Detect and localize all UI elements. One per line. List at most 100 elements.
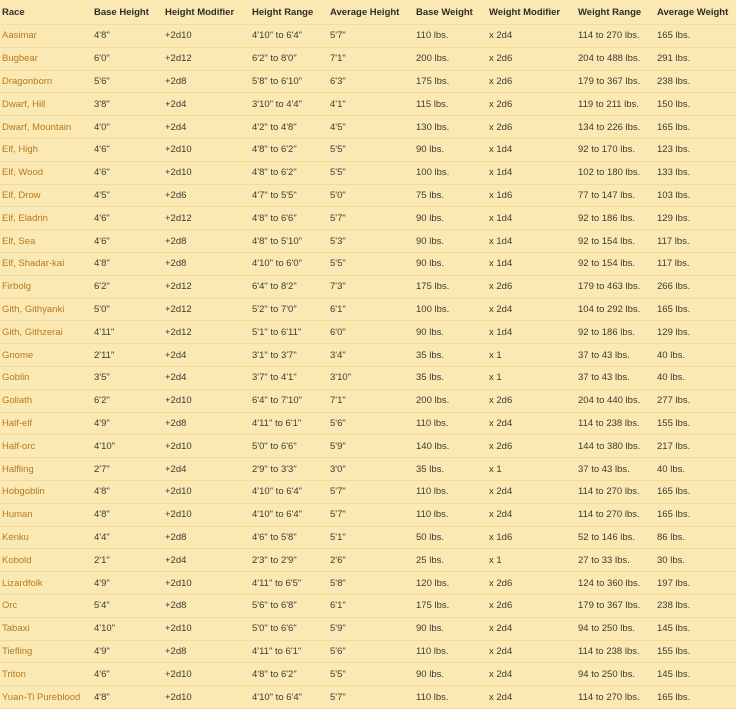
table-cell: x 2d6	[487, 70, 576, 94]
table-cell: 6'2"	[92, 389, 163, 413]
table-cell: 2'1"	[92, 548, 163, 573]
table-cell: 204 to 488 lbs.	[576, 47, 655, 71]
table-cell: 204 to 440 lbs.	[576, 389, 655, 413]
table-cell: 4'8"	[92, 685, 163, 709]
column-header: Base Height	[92, 0, 163, 25]
race-link[interactable]: Lizardfolk	[0, 571, 92, 595]
table-cell: x 1d4	[487, 161, 576, 185]
table-row: Gnome 2'11" +2d4 3'1" to 3'7" 3'4" 35 lbs. x 1…	[0, 343, 736, 367]
table-cell: 94 to 250 lbs.	[576, 617, 655, 641]
table-row: Dwarf, Hill 3'8" +2d4 3'10" to 4'4" 4'1" 115 …	[0, 92, 736, 117]
race-link[interactable]: Goblin	[0, 366, 92, 390]
race-link[interactable]: Gnome	[0, 343, 92, 367]
table-cell: 4'1"	[328, 92, 414, 117]
table-cell: 197 lbs.	[655, 571, 736, 595]
table-row: Elf, High 4'6" +2d10 4'8" to 6'2" 5'5" 90 lbs…	[0, 138, 736, 162]
race-link[interactable]: Kenku	[0, 526, 92, 550]
race-link[interactable]: Aasimar	[0, 24, 92, 48]
table-row: Firbolg 6'2" +2d12 6'4" to 8'2" 7'3" 175 lbs.…	[0, 275, 736, 299]
table-cell: 200 lbs.	[414, 389, 487, 413]
table-cell: +2d4	[163, 457, 250, 481]
table-cell: x 2d4	[487, 412, 576, 436]
table-cell: +2d12	[163, 47, 250, 71]
table-cell: 92 to 186 lbs.	[576, 206, 655, 231]
race-link[interactable]: Elf, Eladrin	[0, 206, 92, 231]
race-link[interactable]: Elf, Sea	[0, 229, 92, 253]
table-cell: 2'7"	[92, 457, 163, 481]
race-link[interactable]: Halfling	[0, 457, 92, 481]
table-cell: 40 lbs.	[655, 343, 736, 367]
table-row: Bugbear 6'0" +2d12 6'2" to 8'0" 7'1" 200 lbs.…	[0, 47, 736, 71]
race-link[interactable]: Half-elf	[0, 412, 92, 436]
table-cell: 4'6"	[92, 161, 163, 185]
table-cell: +2d4	[163, 92, 250, 117]
table-row: Elf, Drow 4'5" +2d6 4'7" to 5'5" 5'0" 75 lbs.…	[0, 184, 736, 208]
table-cell: 90 lbs.	[414, 252, 487, 276]
table-cell: 165 lbs.	[655, 298, 736, 322]
race-link[interactable]: Goliath	[0, 389, 92, 413]
table-row: Triton 4'6" +2d10 4'8" to 6'2" 5'5" 90 lbs. x …	[0, 662, 736, 687]
table-cell: +2d10	[163, 138, 250, 162]
table-cell: 114 to 270 lbs.	[576, 503, 655, 527]
table-cell: +2d4	[163, 115, 250, 139]
race-link[interactable]: Tiefling	[0, 640, 92, 664]
table-body: Aasimar 4'8" +2d10 4'10" to 6'4" 5'7" 110 lbs…	[0, 24, 736, 709]
table-cell: 4'9"	[92, 412, 163, 436]
race-link[interactable]: Elf, Shadar-kai	[0, 252, 92, 276]
table-cell: 2'6"	[328, 548, 414, 573]
table-cell: +2d8	[163, 640, 250, 664]
table-cell: 4'8"	[92, 480, 163, 504]
column-header: Height Range	[250, 0, 328, 25]
table-cell: 35 lbs.	[414, 366, 487, 390]
table-cell: +2d10	[163, 617, 250, 641]
race-link[interactable]: Half-orc	[0, 434, 92, 459]
table-cell: 40 lbs.	[655, 366, 736, 390]
race-link[interactable]: Firbolg	[0, 275, 92, 299]
table-cell: 50 lbs.	[414, 526, 487, 550]
table-cell: 35 lbs.	[414, 457, 487, 481]
race-link[interactable]: Dwarf, Mountain	[0, 115, 92, 139]
table-cell: x 1	[487, 343, 576, 367]
race-link[interactable]: Human	[0, 503, 92, 527]
race-link[interactable]: Gith, Githzerai	[0, 320, 92, 345]
race-link[interactable]: Elf, Wood	[0, 161, 92, 185]
table-cell: x 2d4	[487, 298, 576, 322]
table-cell: 6'0"	[92, 47, 163, 71]
table-cell: 3'4"	[328, 343, 414, 367]
column-header: Weight Range	[576, 0, 655, 25]
race-link[interactable]: Triton	[0, 662, 92, 687]
table-cell: 150 lbs.	[655, 92, 736, 117]
table-cell: 117 lbs.	[655, 229, 736, 253]
table-cell: x 2d4	[487, 617, 576, 641]
table-cell: 92 to 154 lbs.	[576, 252, 655, 276]
table-cell: 52 to 146 lbs.	[576, 526, 655, 550]
race-link[interactable]: Elf, Drow	[0, 184, 92, 208]
table-cell: 5'0" to 6'6"	[250, 617, 328, 641]
table-cell: 4'4"	[92, 526, 163, 550]
table-cell: 92 to 170 lbs.	[576, 138, 655, 162]
table-cell: 3'10"	[328, 366, 414, 390]
race-link[interactable]: Gith, Githyanki	[0, 298, 92, 322]
table-cell: +2d10	[163, 161, 250, 185]
table-cell: 129 lbs.	[655, 320, 736, 345]
race-link[interactable]: Tabaxi	[0, 617, 92, 641]
table-cell: 92 to 186 lbs.	[576, 320, 655, 345]
table-cell: 179 to 463 lbs.	[576, 275, 655, 299]
table-cell: x 2d6	[487, 92, 576, 117]
table-cell: x 1d6	[487, 526, 576, 550]
race-link[interactable]: Bugbear	[0, 47, 92, 71]
table-cell: 5'5"	[328, 161, 414, 185]
race-link[interactable]: Dwarf, Hill	[0, 92, 92, 117]
table-cell: 4'9"	[92, 640, 163, 664]
table-cell: +2d8	[163, 526, 250, 550]
race-link[interactable]: Hobgoblin	[0, 480, 92, 504]
table-cell: 3'0"	[328, 457, 414, 481]
race-link[interactable]: Kobold	[0, 548, 92, 573]
table-cell: 200 lbs.	[414, 47, 487, 71]
race-link[interactable]: Orc	[0, 594, 92, 618]
race-link[interactable]: Dragonborn	[0, 70, 92, 94]
race-link[interactable]: Elf, High	[0, 138, 92, 162]
table-row: Halfling 2'7" +2d4 2'9" to 3'3" 3'0" 35 lbs. x…	[0, 457, 736, 481]
race-link[interactable]: Yuan-Ti Pureblood	[0, 685, 92, 709]
table-cell: 4'8" to 6'2"	[250, 662, 328, 687]
